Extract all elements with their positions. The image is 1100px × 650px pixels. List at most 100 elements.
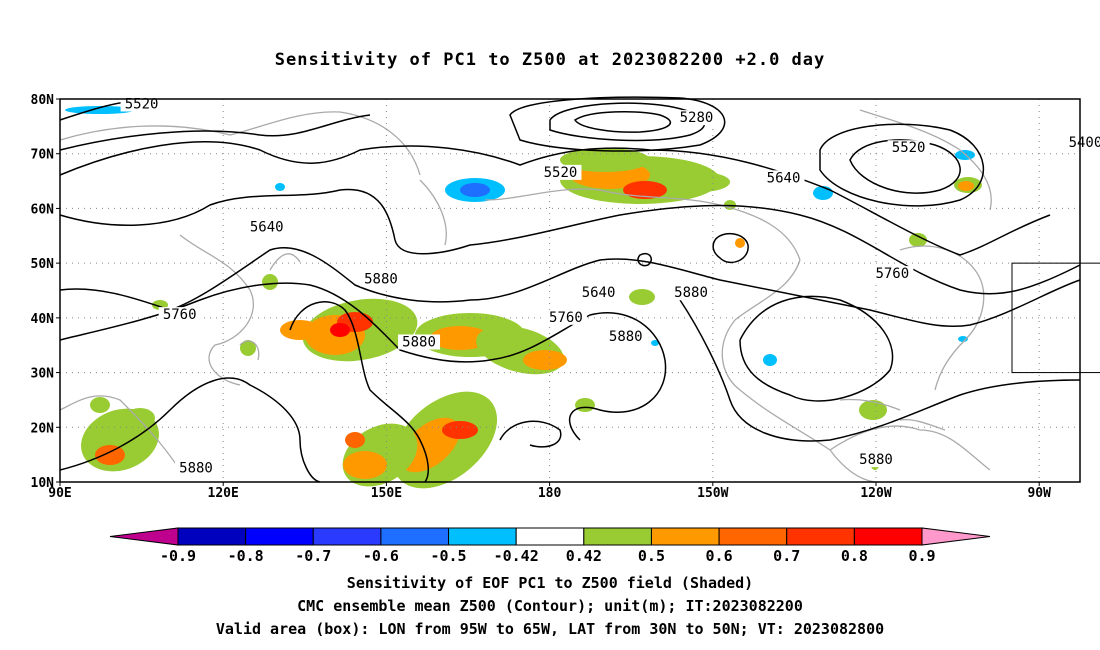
z500-contour-line bbox=[637, 253, 652, 267]
coastline bbox=[899, 245, 985, 391]
sensitivity-patch bbox=[95, 445, 125, 465]
contour-label-bg bbox=[120, 96, 163, 112]
colorbar-label: 0.6 bbox=[706, 547, 733, 565]
z500-contour-line bbox=[59, 282, 667, 441]
colorbar-label: -0.42 bbox=[494, 547, 539, 565]
contour-label: 5520 bbox=[892, 140, 926, 156]
contour-label: 5280 bbox=[680, 110, 714, 126]
colorbar-label: -0.7 bbox=[295, 547, 331, 565]
contour-label-bg bbox=[871, 266, 914, 282]
sensitivity-patch bbox=[330, 323, 350, 337]
z500-contour-line bbox=[739, 295, 894, 402]
contour-label: 5880 bbox=[674, 285, 708, 301]
sensitivity-patch bbox=[629, 289, 655, 305]
contour-label-bg bbox=[539, 164, 582, 180]
contour-label-bg bbox=[675, 110, 718, 126]
coastline bbox=[484, 188, 801, 261]
sensitivity-patch bbox=[958, 336, 968, 342]
colorbar-box bbox=[380, 527, 450, 546]
z500-contour-line bbox=[289, 301, 430, 483]
colorbar-label: 0.9 bbox=[908, 547, 935, 565]
z500-contour-line bbox=[59, 114, 371, 151]
caption-line-3: Valid area (box): LON from 95W to 65W, L… bbox=[215, 620, 885, 638]
colorbar-box bbox=[853, 527, 923, 546]
sensitivity-patch bbox=[651, 340, 659, 346]
lon-tick-label: 90W bbox=[1027, 486, 1051, 501]
contour-label-bg bbox=[245, 219, 288, 235]
colorbar-box bbox=[245, 527, 314, 546]
sensitivity-patch bbox=[90, 397, 110, 413]
contour-label: 5640 bbox=[250, 220, 284, 236]
contour-label-bg bbox=[887, 140, 930, 156]
colorbar-box bbox=[718, 527, 788, 546]
contour-labels: 5520 5280 5520 5640 5520 5400 5640 5880 5760 5640… bbox=[120, 96, 1100, 476]
colorbar-label: -0.8 bbox=[228, 547, 264, 565]
colorbar-extend-low bbox=[109, 527, 179, 546]
sensitivity-patch bbox=[763, 354, 777, 366]
sensitivity-patch bbox=[280, 320, 320, 340]
caption-line-2: CMC ensemble mean Z500 (Contour); unit(m… bbox=[297, 597, 803, 615]
contour-label-bg bbox=[604, 329, 647, 345]
sensitivity-patch bbox=[81, 408, 159, 472]
map-frame bbox=[59, 98, 1081, 483]
colorbar-label: -0.9 bbox=[160, 547, 196, 565]
contour-label-bg bbox=[1064, 134, 1100, 150]
contour-label-bg bbox=[359, 271, 402, 287]
z500-contour-line bbox=[59, 377, 321, 483]
coastline bbox=[179, 234, 255, 386]
contour-label: 5520 bbox=[544, 165, 578, 181]
contour-label: 5880 bbox=[859, 452, 893, 468]
sensitivity-patch bbox=[813, 186, 833, 200]
contour-label-bg bbox=[175, 460, 217, 476]
z500-contour-line bbox=[509, 96, 726, 152]
contour-label-bg bbox=[670, 285, 713, 301]
sensitivity-patch bbox=[623, 181, 667, 199]
contour-label: 5400 bbox=[1069, 135, 1100, 151]
contour-label: 5640 bbox=[767, 170, 801, 186]
lat-tick-label: 50N bbox=[31, 257, 55, 272]
lat-tick-label: 70N bbox=[31, 148, 55, 163]
colorbar-extend-high bbox=[921, 527, 991, 546]
lat-tick-label: 30N bbox=[31, 367, 55, 382]
lon-tick-label: 120E bbox=[208, 486, 239, 501]
colorbar-label: 0.42 bbox=[566, 547, 602, 565]
sensitivity-patch bbox=[575, 398, 595, 412]
z500-contour-line bbox=[819, 123, 985, 207]
sensitivity-patch bbox=[345, 432, 365, 448]
lon-tick-label: 180 bbox=[538, 486, 562, 501]
z500-contour-line bbox=[679, 299, 1081, 442]
sensitivity-patch bbox=[859, 400, 887, 420]
coastline bbox=[59, 111, 421, 176]
sensitivity-patch bbox=[430, 326, 490, 350]
sensitivity-patch bbox=[523, 350, 567, 370]
colorbar: -0.9 -0.8 -0.7 -0.6 -0.5 -0.42 0.42 0.5 0.6 0.7 0.… bbox=[109, 527, 991, 565]
coastlines bbox=[59, 109, 992, 483]
colorbar-box bbox=[312, 527, 382, 546]
colorbar-box bbox=[583, 527, 652, 546]
contour-label: 5880 bbox=[402, 334, 436, 350]
valid-area-box bbox=[1011, 262, 1100, 374]
sensitivity-patch bbox=[343, 451, 387, 479]
caption-line-1: Sensitivity of EOF PC1 to Z500 field (Sh… bbox=[346, 574, 754, 592]
contour-label: 5880 bbox=[364, 272, 398, 288]
sensitivity-patch bbox=[735, 238, 745, 248]
contour-label-bg bbox=[158, 307, 201, 323]
z500-contour-line bbox=[59, 247, 1081, 328]
lon-tick-label: 150E bbox=[371, 486, 402, 501]
lat-tick-label: 20N bbox=[31, 421, 55, 436]
lon-tick-label: 120W bbox=[860, 486, 891, 501]
coastline bbox=[859, 109, 992, 211]
lat-tick-label: 10N bbox=[31, 476, 55, 491]
contour-label: 5760 bbox=[163, 307, 197, 323]
colorbar-box bbox=[448, 527, 517, 546]
sensitivity-patch bbox=[460, 183, 490, 197]
coastline bbox=[829, 425, 991, 471]
sensitivity-patch bbox=[670, 172, 730, 192]
contour-label-bg bbox=[762, 170, 805, 186]
lat-tick-label: 60N bbox=[31, 202, 55, 217]
colorbar-box bbox=[177, 527, 247, 546]
sensitivity-patch bbox=[909, 233, 927, 247]
colorbar-label: 0.7 bbox=[773, 547, 800, 565]
z500-contour-line bbox=[499, 420, 562, 448]
